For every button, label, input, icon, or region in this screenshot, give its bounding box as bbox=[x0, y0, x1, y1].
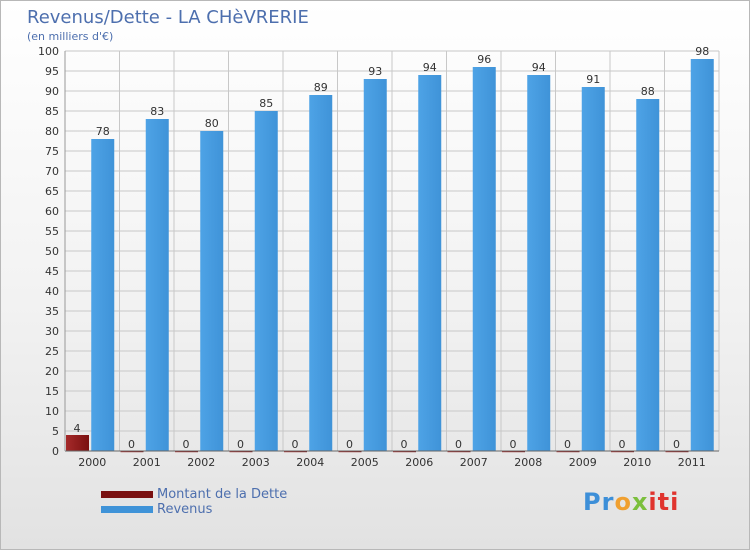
logo-part-3: x bbox=[631, 488, 649, 516]
y-tick-label: 90 bbox=[45, 85, 59, 98]
value-label-debt: 0 bbox=[346, 438, 353, 451]
y-tick-label: 100 bbox=[38, 45, 59, 58]
value-label-debt: 0 bbox=[510, 438, 517, 451]
bar-revenue-2008 bbox=[527, 75, 551, 451]
y-tick-label: 95 bbox=[45, 65, 59, 78]
bar-debt-2010 bbox=[611, 451, 634, 453]
value-label-revenue: 98 bbox=[695, 45, 709, 58]
bar-debt-2011 bbox=[665, 451, 689, 453]
bar-revenue-2007 bbox=[472, 67, 496, 451]
bar-revenue-2004 bbox=[309, 95, 333, 451]
logo-part-2: o bbox=[614, 488, 632, 516]
bar-debt-2003 bbox=[229, 451, 253, 453]
y-tick-label: 15 bbox=[45, 385, 59, 398]
x-tick-label: 2003 bbox=[242, 456, 270, 469]
value-label-debt: 0 bbox=[619, 438, 626, 451]
y-tick-label: 80 bbox=[45, 125, 59, 138]
y-tick-label: 40 bbox=[45, 285, 59, 298]
logo-part-4: iti bbox=[648, 488, 680, 516]
y-tick-label: 35 bbox=[45, 305, 59, 318]
bar-debt-2008 bbox=[502, 451, 525, 453]
legend-item-debt: Montant de la Dette bbox=[101, 487, 287, 502]
y-tick-label: 75 bbox=[45, 145, 59, 158]
value-label-revenue: 78 bbox=[96, 125, 110, 138]
legend-label-revenue: Revenus bbox=[157, 502, 213, 517]
legend-swatch-revenue bbox=[101, 506, 153, 513]
value-label-revenue: 85 bbox=[259, 97, 273, 110]
x-tick-label: 2005 bbox=[351, 456, 379, 469]
y-tick-label: 0 bbox=[52, 445, 59, 458]
value-label-revenue: 91 bbox=[586, 73, 600, 86]
y-tick-label: 25 bbox=[45, 345, 59, 358]
bar-revenue-2000 bbox=[91, 139, 115, 451]
bar-debt-2001 bbox=[120, 451, 144, 453]
value-label-debt: 0 bbox=[183, 438, 190, 451]
legend-label-debt: Montant de la Dette bbox=[157, 487, 288, 502]
bar-debt-2007 bbox=[447, 451, 471, 453]
x-tick-label: 2009 bbox=[569, 456, 597, 469]
y-tick-label: 60 bbox=[45, 205, 59, 218]
x-tick-label: 2007 bbox=[460, 456, 488, 469]
value-label-revenue: 80 bbox=[205, 117, 219, 130]
bar-revenue-2009 bbox=[581, 87, 605, 451]
bar-revenue-2011 bbox=[690, 59, 714, 451]
x-tick-label: 2000 bbox=[78, 456, 106, 469]
bar-debt-2004 bbox=[284, 451, 307, 453]
y-tick-label: 30 bbox=[45, 325, 59, 338]
x-tick-label: 2010 bbox=[623, 456, 651, 469]
legend-swatch-debt bbox=[101, 491, 153, 498]
y-tick-label: 20 bbox=[45, 365, 59, 378]
value-label-revenue: 93 bbox=[368, 65, 382, 78]
value-label-debt: 0 bbox=[128, 438, 135, 451]
bar-debt-2009 bbox=[556, 451, 580, 453]
value-label-debt: 0 bbox=[455, 438, 462, 451]
value-label-debt: 0 bbox=[673, 438, 680, 451]
value-label-debt: 0 bbox=[237, 438, 244, 451]
y-tick-label: 85 bbox=[45, 105, 59, 118]
y-tick-label: 55 bbox=[45, 225, 59, 238]
proxiti-logo: Proxiti bbox=[583, 488, 679, 516]
bar-revenue-2006 bbox=[418, 75, 442, 451]
value-label-debt: 0 bbox=[564, 438, 571, 451]
bar-revenue-2001 bbox=[145, 119, 169, 451]
value-label-revenue: 94 bbox=[532, 61, 546, 74]
y-tick-label: 45 bbox=[45, 265, 59, 278]
y-tick-label: 5 bbox=[52, 425, 59, 438]
bar-debt-2005 bbox=[338, 451, 362, 453]
y-tick-label: 50 bbox=[45, 245, 59, 258]
y-tick-label: 10 bbox=[45, 405, 59, 418]
bar-revenue-2005 bbox=[363, 79, 387, 451]
x-tick-label: 2006 bbox=[405, 456, 433, 469]
chart-title: Revenus/Dette - LA CHèVRERIE bbox=[27, 7, 309, 28]
bar-revenue-2010 bbox=[636, 99, 660, 451]
x-tick-label: 2002 bbox=[187, 456, 215, 469]
legend: Montant de la Dette Revenus bbox=[101, 487, 287, 517]
value-label-revenue: 83 bbox=[150, 105, 164, 118]
value-label-revenue: 96 bbox=[477, 53, 491, 66]
bar-revenue-2003 bbox=[254, 111, 278, 451]
value-label-revenue: 89 bbox=[314, 81, 328, 94]
legend-item-revenue: Revenus bbox=[101, 502, 287, 517]
bar-debt-2006 bbox=[393, 451, 416, 453]
x-tick-label: 2004 bbox=[296, 456, 324, 469]
bar-debt-2002 bbox=[175, 451, 198, 453]
value-label-revenue: 94 bbox=[423, 61, 437, 74]
y-tick-label: 65 bbox=[45, 185, 59, 198]
logo-part-1: Pr bbox=[583, 488, 615, 516]
value-label-debt: 0 bbox=[292, 438, 299, 451]
y-tick-label: 70 bbox=[45, 165, 59, 178]
x-tick-label: 2008 bbox=[514, 456, 542, 469]
x-tick-label: 2011 bbox=[678, 456, 706, 469]
value-label-debt: 4 bbox=[74, 422, 81, 435]
value-label-debt: 0 bbox=[401, 438, 408, 451]
x-tick-label: 2001 bbox=[133, 456, 161, 469]
bar-debt-2000 bbox=[66, 435, 89, 451]
value-label-revenue: 88 bbox=[641, 85, 655, 98]
bar-revenue-2002 bbox=[200, 131, 224, 451]
chart-subtitle: (en milliers d'€) bbox=[27, 30, 114, 43]
